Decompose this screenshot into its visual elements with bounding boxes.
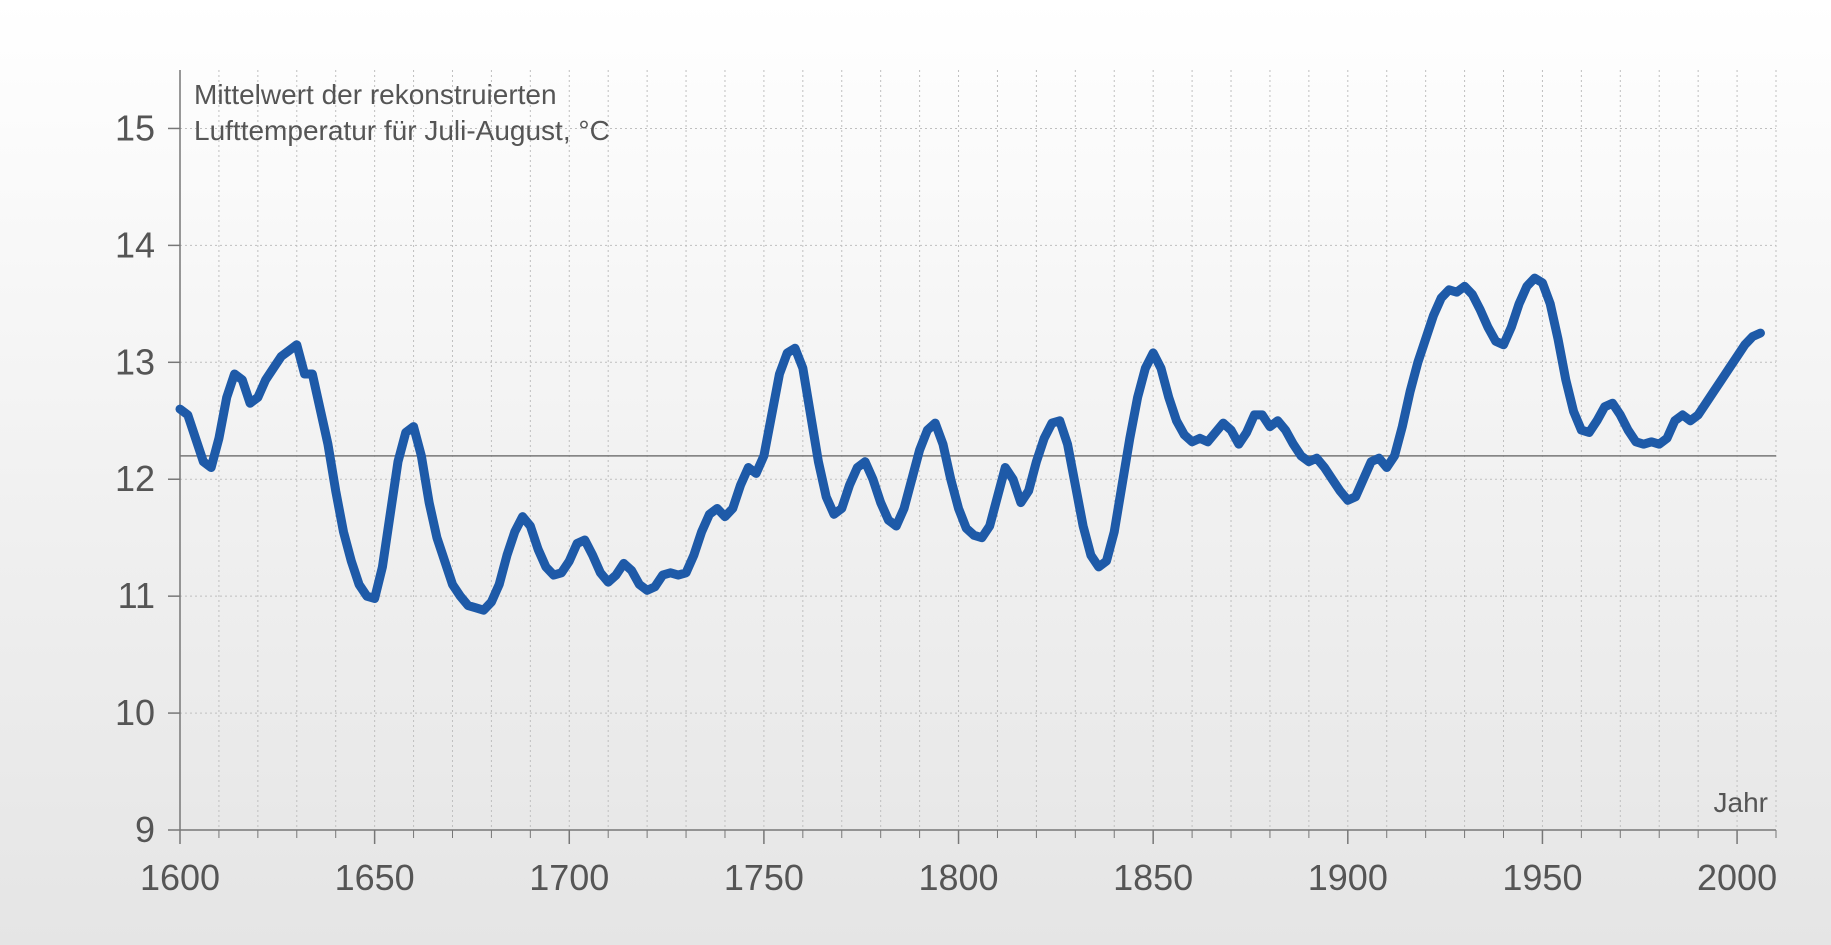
y-tick-label: 15 [115,107,155,148]
temperature-series [180,278,1760,610]
x-axis-label: Jahr [1714,787,1768,818]
x-tick-label: 1700 [529,857,609,898]
x-tick-label: 1950 [1502,857,1582,898]
x-tick-label: 2000 [1697,857,1777,898]
y-tick-label: 14 [115,224,155,265]
y-tick-label: 11 [118,575,155,616]
x-tick-label: 1600 [140,857,220,898]
x-tick-label: 1750 [724,857,804,898]
y-tick-label: 9 [135,809,155,850]
x-tick-label: 1650 [335,857,415,898]
x-tick-label: 1800 [918,857,998,898]
y-tick-label: 10 [115,692,155,733]
y-tick-label: 13 [115,341,155,382]
x-tick-label: 1850 [1113,857,1193,898]
x-tick-label: 1900 [1308,857,1388,898]
chart-title-line1: Mittelwert der rekonstruierten [194,79,557,110]
chart-title-line2: Lufttemperatur für Juli-August, °C [194,115,610,146]
chart-svg: 1600 1650 1700 1750 1800 1850 1900 1950 2000 9 10 1… [0,0,1831,945]
temperature-chart: 1600 1650 1700 1750 1800 1850 1900 1950 2000 9 10 1… [0,0,1831,945]
y-tick-label: 12 [115,458,155,499]
